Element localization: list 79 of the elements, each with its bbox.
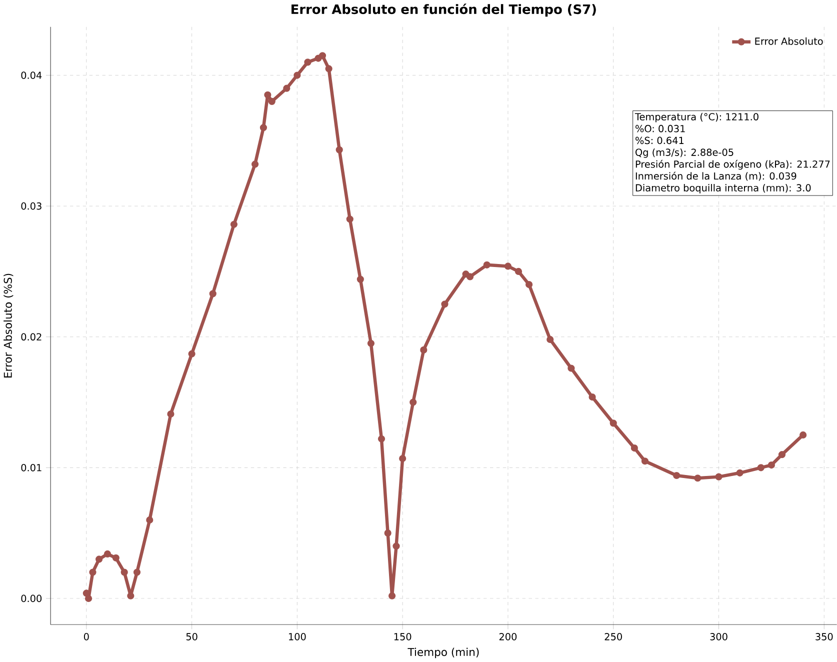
y-tick-label: 0.04	[21, 72, 42, 80]
point	[673, 472, 680, 480]
point	[367, 340, 375, 348]
point	[251, 160, 259, 168]
x-tick-label: 50	[186, 633, 198, 640]
point	[610, 420, 617, 427]
point	[466, 273, 474, 280]
x-tick-label: 150	[394, 633, 412, 640]
annotation: Temperatura (°C): 1211.0	[634, 113, 758, 122]
x-tick-label: 300	[710, 633, 728, 640]
point	[388, 592, 396, 600]
point	[392, 542, 400, 550]
point	[260, 124, 268, 132]
point	[778, 451, 786, 458]
x-tick-label: 0	[84, 633, 89, 640]
point	[318, 52, 326, 60]
point	[294, 72, 301, 79]
point	[378, 435, 386, 443]
point	[568, 364, 575, 372]
point	[399, 455, 406, 462]
legend-label: Error Absoluto	[755, 37, 823, 45]
point	[264, 91, 272, 99]
point	[84, 595, 92, 602]
x-tick-label: 350	[816, 633, 833, 640]
point	[268, 98, 276, 106]
point	[420, 346, 428, 354]
annotation: Diametro boquilla interna (mm): 3.0	[636, 184, 811, 194]
point	[694, 474, 702, 482]
point	[133, 568, 141, 576]
point	[588, 394, 596, 401]
point	[525, 281, 533, 288]
point	[112, 554, 120, 562]
y-tick-label: 0.01	[21, 464, 42, 472]
point	[127, 592, 134, 600]
point	[546, 336, 554, 344]
y-tick-label: 0.00	[21, 594, 42, 602]
point	[146, 516, 154, 524]
point	[462, 270, 470, 278]
point	[736, 469, 744, 477]
y-axis-title: Error Absoluto (%S)	[4, 274, 14, 378]
point	[104, 550, 112, 558]
point	[483, 261, 490, 269]
point	[641, 458, 649, 465]
annotation: %O: 0.031	[636, 125, 685, 132]
point	[314, 54, 322, 62]
point	[120, 568, 128, 576]
point	[188, 350, 196, 358]
annotation: Qg (m3/s): 2.88e-05	[636, 148, 734, 158]
point	[336, 146, 343, 154]
point	[441, 300, 448, 308]
point	[757, 464, 764, 472]
annotation: Presión Parcial de oxígeno (kPa): 21.277	[636, 160, 830, 170]
point	[384, 530, 392, 537]
x-axis-title: Tiempo (min)	[408, 648, 479, 658]
x-tick-label: 200	[499, 633, 517, 640]
point	[768, 462, 775, 469]
x-tick-label: 250	[604, 633, 622, 640]
point	[800, 432, 807, 439]
y-tick-label: 0.02	[21, 333, 42, 341]
point	[304, 58, 312, 66]
point	[346, 216, 354, 223]
point	[410, 398, 417, 406]
annotation: %S: 0.641	[636, 136, 684, 144]
point	[504, 262, 512, 270]
y-tick-label: 0.03	[21, 202, 42, 210]
point	[325, 65, 332, 72]
point	[89, 568, 96, 576]
point	[715, 473, 722, 480]
point	[96, 556, 103, 563]
point	[630, 444, 638, 452]
x-tick-label: 100	[289, 633, 306, 640]
point	[356, 276, 364, 283]
point	[230, 220, 238, 228]
annotation: Inmersión de la Lanza (m): 0.039	[636, 172, 796, 181]
point	[209, 290, 216, 298]
chart-title: Error Absoluto en función del Tiempo (S7)	[292, 4, 596, 17]
point	[283, 84, 290, 92]
point	[514, 268, 522, 276]
point	[167, 410, 174, 418]
